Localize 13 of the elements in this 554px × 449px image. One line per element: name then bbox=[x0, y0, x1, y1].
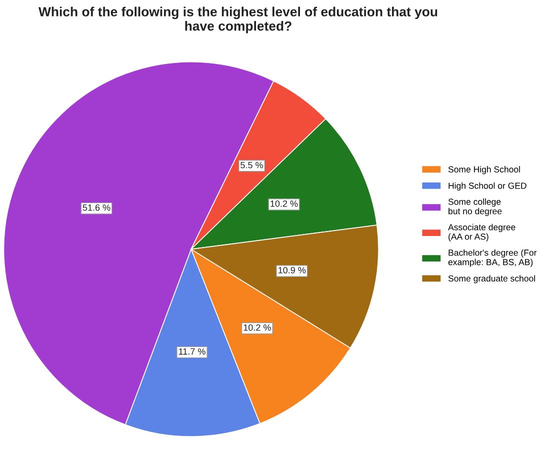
chart-title: Which of the following is the highest level of education that you have completed? bbox=[38, 6, 438, 34]
data-label: 10.9 % bbox=[278, 267, 306, 274]
legend-label: Bachelor's degree (For example: BA, BS, AB) bbox=[448, 249, 537, 267]
data-label: 11.7 % bbox=[178, 348, 206, 355]
legend-label: Associate degree (AA or AS) bbox=[448, 224, 516, 242]
legend-label: Some graduate school bbox=[448, 275, 535, 284]
data-label: 5.5 % bbox=[240, 162, 263, 168]
legend-label: Some High School bbox=[448, 166, 520, 174]
legend-label: Some college but no degree bbox=[448, 198, 502, 216]
data-label: 10.2 % bbox=[244, 324, 271, 331]
data-label: 51.6 % bbox=[82, 204, 110, 211]
data-label: 10.2 % bbox=[270, 200, 298, 207]
legend-label: High School or GED bbox=[448, 182, 526, 191]
